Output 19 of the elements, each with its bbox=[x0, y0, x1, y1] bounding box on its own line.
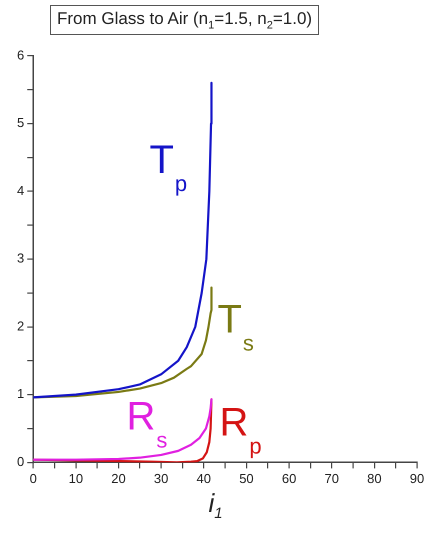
y-tick-label: 6 bbox=[16, 47, 24, 62]
y-tick-label: 2 bbox=[16, 318, 24, 334]
x-axis-title: i$_{1}$ bbox=[207, 488, 224, 522]
y-tick-label: 3 bbox=[16, 250, 24, 266]
x-tick-label: 60 bbox=[282, 470, 296, 486]
y-tick-label: 5 bbox=[16, 115, 24, 130]
x-tick-label: 80 bbox=[367, 470, 382, 486]
x-tick-label: 0 bbox=[30, 470, 37, 486]
x-tick-label: 40 bbox=[196, 470, 212, 486]
y-tick-label: 1 bbox=[16, 386, 24, 402]
y-tick-label: 0 bbox=[16, 454, 24, 469]
chart-title: From Glass to Air (n$_{1}$=1.5, n$_{2}$=1.0) bbox=[50, 5, 320, 36]
x-tick-label: 90 bbox=[410, 470, 424, 486]
y-tick-label: 4 bbox=[16, 182, 24, 198]
x-tick-label: 30 bbox=[154, 470, 168, 486]
x-tick-label: 50 bbox=[239, 470, 254, 486]
x-tick-label: 10 bbox=[68, 470, 84, 486]
x-tick-label: 20 bbox=[111, 470, 126, 486]
x-tick-label: 70 bbox=[324, 470, 339, 486]
